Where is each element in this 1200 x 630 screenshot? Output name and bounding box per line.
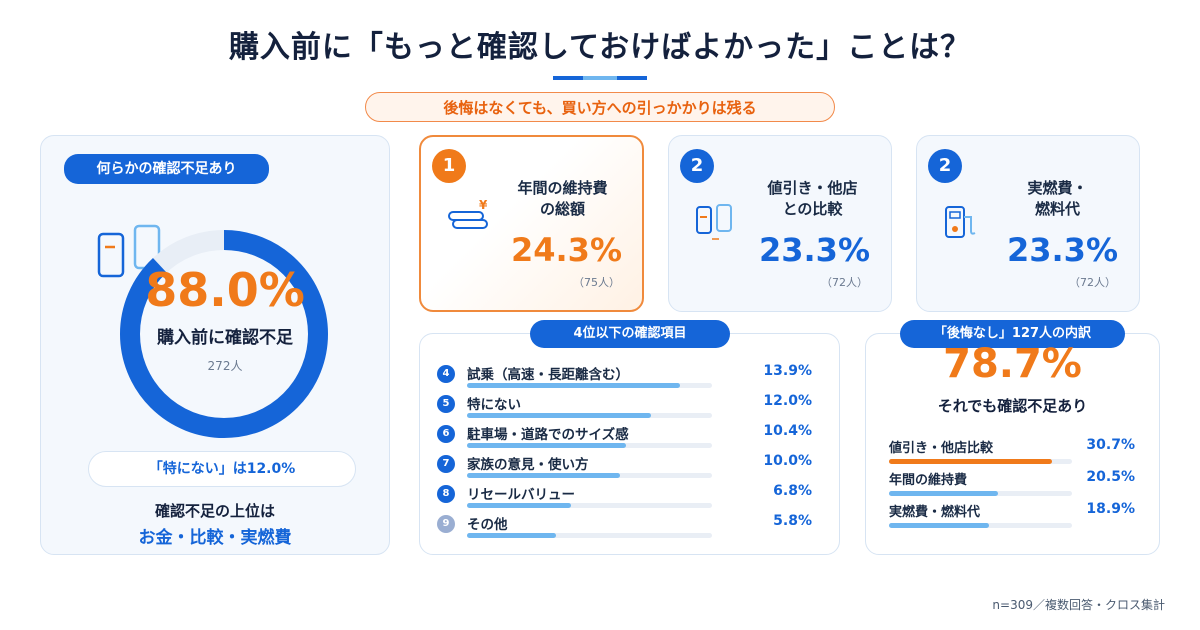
compare-phones-icon	[696, 204, 732, 240]
no-regret-label: それでも確認不足あり	[937, 397, 1088, 415]
donut-arc-confirm-lacking	[120, 230, 328, 438]
rank-badge-1: 1	[432, 149, 466, 183]
list-item-value: 6.8%	[773, 483, 812, 499]
rank-card-1-count: （75人）	[573, 276, 620, 289]
rank-card-2-count: （72人）	[821, 276, 868, 289]
rank-card-3-label-line1: 実燃費・	[1027, 179, 1088, 197]
list-item-label: その他	[467, 517, 508, 533]
svg-text:¥: ¥	[479, 198, 488, 212]
list-item-label: リセールバリュー	[467, 487, 575, 503]
row-number-badge: 8	[437, 485, 455, 503]
row-number-badge: 4	[437, 365, 455, 383]
list-item-value: 5.8%	[773, 513, 812, 529]
row-number-badge: 7	[437, 455, 455, 473]
rank-card-2-label-line2: との比較	[782, 200, 843, 218]
rank-card-1-label-line2: の総額	[539, 200, 585, 218]
rank-card-2-label-line1: 値引き・他店	[767, 179, 858, 197]
rank-card-3-pct: 23.3%	[1006, 231, 1118, 269]
bar-8	[467, 503, 572, 508]
no-regret-panel	[865, 333, 1160, 555]
no-regret-pill: 「後悔なし」127人の内訳	[900, 320, 1125, 348]
left-panel-pill: 何らかの確認不足あり	[64, 154, 269, 184]
none-note: 「特にない」は12.0%	[88, 451, 356, 487]
breakdown-item-value: 30.7%	[1086, 437, 1135, 453]
yen-coins-icon: ¥	[448, 198, 488, 229]
lower-list-pill: 4位以下の確認項目	[530, 320, 730, 348]
list-item-label: 駐車場・道路でのサイズ感	[467, 427, 629, 443]
footnote: n=309／複数回答・クロス集計	[992, 598, 1165, 612]
breakdown-item-value: 20.5%	[1086, 469, 1135, 485]
list-item-label: 家族の意見・使い方	[467, 457, 589, 473]
list-item-value: 10.0%	[763, 453, 812, 469]
donut-label: 購入前に確認不足	[157, 328, 293, 348]
breakdown-bar	[889, 459, 1052, 464]
list-item-label: 特にない	[467, 397, 521, 413]
breakdown-item-label: 実燃費・燃料代	[889, 505, 981, 520]
breakdown-item-label: 年間の維持費	[889, 473, 968, 488]
breakdown-item-label: 値引き・他店比較	[889, 441, 994, 456]
rank-badge-3: 2	[928, 149, 962, 183]
summary-line2: お金・比較・実燃費	[138, 528, 292, 548]
row-number-badge: 6	[437, 425, 455, 443]
no-regret-pct: 78.7%	[943, 341, 1082, 387]
rank-card-3-count: （72人）	[1069, 276, 1116, 289]
summary-line1: 確認不足の上位は	[154, 502, 275, 520]
list-item-value: 13.9%	[763, 363, 812, 379]
bar-6	[467, 443, 627, 448]
rank-card-1-label-line1: 年間の維持費	[517, 179, 608, 197]
donut-pct: 88.0%	[145, 263, 305, 317]
rank-card-2-label: 値引き・他店 との比較	[745, 178, 880, 220]
rank-card-2-pct: 23.3%	[758, 231, 870, 269]
bar-5	[467, 413, 651, 418]
bar-4	[467, 383, 680, 388]
page-title: 購入前に「もっと確認しておけばよかった」ことは？	[228, 30, 972, 65]
rank-badge-2: 2	[680, 149, 714, 183]
rank-card-3-label: 実燃費・ 燃料代	[990, 178, 1125, 220]
title-underline	[553, 76, 647, 80]
rank-card-1-label: 年間の維持費 の総額	[495, 178, 630, 220]
bar-7	[467, 473, 621, 478]
breakdown-item-value: 18.9%	[1086, 501, 1135, 517]
breakdown-bar	[889, 523, 990, 528]
rank-card-1-pct: 24.3%	[510, 231, 622, 269]
list-item-value: 10.4%	[763, 423, 812, 439]
list-item-label: 試乗（高速・長距離含む）	[467, 367, 629, 383]
bar-track	[467, 503, 712, 508]
rank-card-3-label-line2: 燃料代	[1034, 200, 1080, 218]
rank-card-1	[419, 135, 644, 312]
row-number-badge: 5	[437, 395, 455, 413]
list-item-value: 12.0%	[763, 393, 812, 409]
bar-track	[467, 533, 712, 538]
row-number-badge: 9	[437, 515, 455, 533]
donut-chart	[120, 230, 328, 438]
donut-count: 272人	[207, 359, 243, 373]
fuel-pump-icon	[945, 206, 976, 238]
subtitle-banner: 後悔はなくても、買い方への引っかかりは残る	[365, 92, 835, 122]
bar-9	[467, 533, 556, 538]
breakdown-bar	[889, 491, 998, 496]
